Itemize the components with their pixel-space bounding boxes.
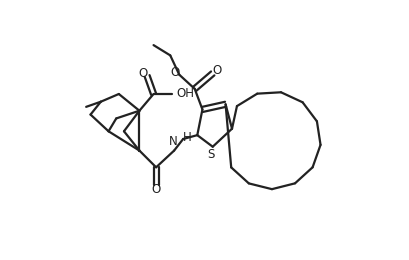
- Text: O: O: [151, 183, 160, 196]
- Text: OH: OH: [176, 87, 194, 100]
- Text: S: S: [207, 148, 214, 161]
- Text: O: O: [170, 66, 179, 79]
- Text: O: O: [138, 67, 147, 80]
- Text: N: N: [169, 135, 177, 148]
- Text: O: O: [212, 64, 221, 77]
- Text: H: H: [182, 131, 191, 144]
